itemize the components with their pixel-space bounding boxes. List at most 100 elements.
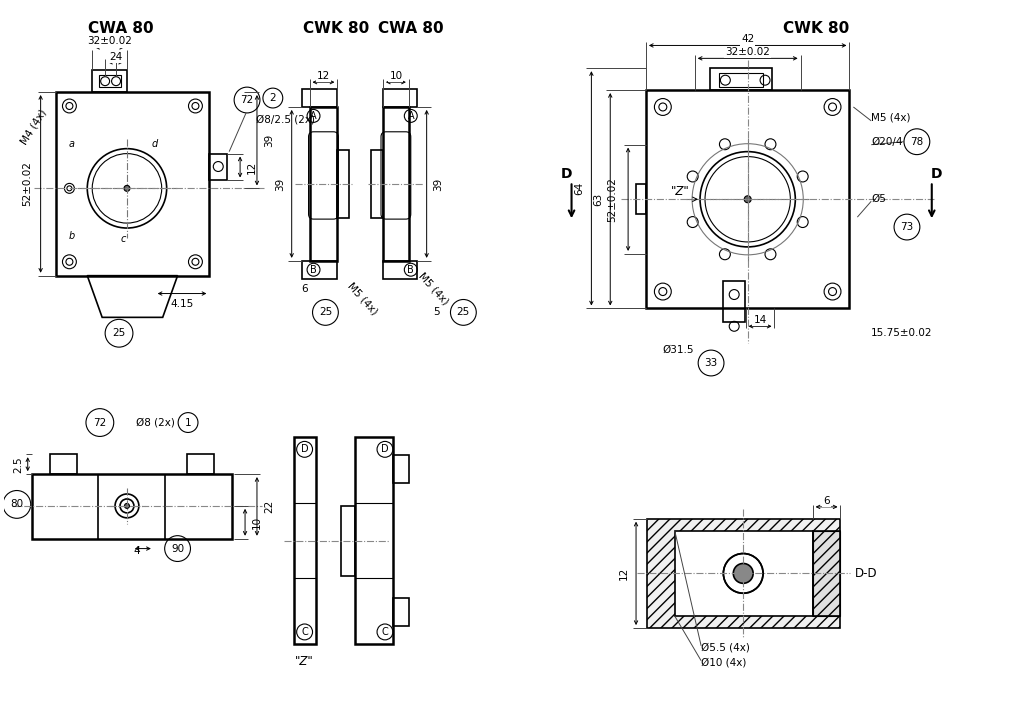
Text: 39: 39 [433, 177, 443, 190]
Bar [32, 474, 232, 539]
Text: 64: 64 [574, 182, 585, 195]
Text: 39: 39 [264, 134, 273, 147]
Text: 78: 78 [910, 137, 924, 147]
Text: 12: 12 [316, 71, 330, 81]
Text: B: B [408, 265, 414, 275]
Text: 52±0.02: 52±0.02 [607, 177, 617, 222]
Bar [636, 185, 646, 214]
Text: Ø8/2.5 (2x): Ø8/2.5 (2x) [256, 115, 315, 125]
Text: 24: 24 [109, 52, 122, 63]
Bar [711, 68, 772, 90]
Text: c: c [120, 234, 126, 244]
Text: 4.15: 4.15 [171, 300, 195, 310]
Text: 2: 2 [269, 93, 276, 103]
Text: a: a [69, 139, 75, 149]
Text: D: D [561, 167, 572, 182]
Bar [309, 107, 337, 261]
Text: 10: 10 [252, 515, 262, 529]
Bar [383, 261, 417, 278]
Text: 25: 25 [318, 308, 332, 318]
Text: D: D [381, 444, 389, 454]
Bar [720, 73, 763, 87]
Text: C: C [301, 627, 308, 637]
Text: Ø20/4: Ø20/4 [871, 137, 903, 147]
Bar [302, 261, 337, 278]
Text: D-D: D-D [855, 567, 878, 580]
Bar [383, 89, 417, 107]
Text: 2.5: 2.5 [13, 456, 23, 473]
Bar [186, 454, 214, 474]
Text: M4 (4x): M4 (4x) [19, 108, 48, 146]
Text: Ø5: Ø5 [871, 194, 886, 204]
Text: A: A [310, 111, 316, 121]
Text: M5 (4x): M5 (4x) [417, 270, 451, 307]
Text: C: C [382, 627, 388, 637]
Text: 42: 42 [741, 34, 755, 44]
Bar [302, 89, 337, 107]
Bar [55, 92, 209, 276]
Bar [393, 455, 409, 483]
Bar [294, 438, 315, 644]
Text: "Z": "Z" [671, 185, 689, 198]
Text: CWK 80: CWK 80 [303, 20, 370, 36]
Text: 6: 6 [823, 496, 829, 506]
Text: Ø8 (2x): Ø8 (2x) [136, 417, 175, 427]
Bar [813, 531, 841, 616]
Text: 15.75±0.02: 15.75±0.02 [871, 328, 933, 338]
Text: 33: 33 [705, 358, 718, 368]
Bar [675, 531, 813, 616]
Text: 90: 90 [171, 544, 184, 553]
Text: 1: 1 [184, 417, 191, 427]
Text: CWK 80: CWK 80 [782, 20, 849, 36]
Text: 5: 5 [433, 308, 440, 318]
Text: 22: 22 [264, 499, 273, 513]
Text: A: A [408, 111, 414, 121]
Bar [371, 150, 383, 217]
Circle shape [744, 196, 752, 203]
Bar [209, 153, 227, 180]
Text: 10: 10 [389, 71, 402, 81]
Text: "Z": "Z" [295, 655, 314, 668]
Text: 63: 63 [593, 193, 603, 206]
Bar [647, 519, 841, 628]
Bar [723, 281, 745, 322]
Bar [99, 75, 121, 87]
Text: M5 (4x): M5 (4x) [345, 281, 379, 316]
Text: 25: 25 [457, 308, 470, 318]
Text: 12: 12 [620, 567, 629, 580]
Bar [383, 107, 409, 261]
Text: 39: 39 [274, 177, 285, 190]
Bar [393, 598, 409, 626]
Text: 4: 4 [133, 545, 140, 555]
Text: Ø5.5 (4x): Ø5.5 (4x) [701, 643, 750, 653]
Bar [341, 505, 355, 576]
Text: Ø10 (4x): Ø10 (4x) [701, 658, 746, 667]
Circle shape [733, 563, 753, 583]
Bar [646, 90, 849, 308]
Text: Ø31.5: Ø31.5 [663, 345, 694, 355]
Text: d: d [152, 139, 158, 149]
Text: 73: 73 [900, 222, 913, 232]
Circle shape [723, 553, 763, 593]
Text: D: D [301, 444, 308, 454]
Text: 72: 72 [241, 95, 254, 105]
Text: CWA 80: CWA 80 [378, 20, 443, 36]
Text: B: B [310, 265, 316, 275]
Text: 6: 6 [301, 284, 308, 294]
Bar [813, 531, 841, 616]
Text: 32±0.02: 32±0.02 [87, 36, 132, 47]
Text: 32±0.02: 32±0.02 [725, 47, 770, 57]
Text: 80: 80 [10, 499, 24, 510]
Text: D: D [931, 167, 942, 182]
Circle shape [125, 503, 129, 508]
Text: 52±0.02: 52±0.02 [22, 161, 32, 206]
Text: M5 (4x): M5 (4x) [871, 113, 910, 123]
Text: 12: 12 [247, 161, 257, 174]
Text: 25: 25 [113, 328, 126, 338]
Text: 14: 14 [754, 316, 767, 325]
Text: CWA 80: CWA 80 [88, 20, 154, 36]
Circle shape [124, 185, 130, 191]
Bar [92, 71, 127, 92]
Text: 72: 72 [93, 417, 106, 427]
Bar [355, 438, 393, 644]
